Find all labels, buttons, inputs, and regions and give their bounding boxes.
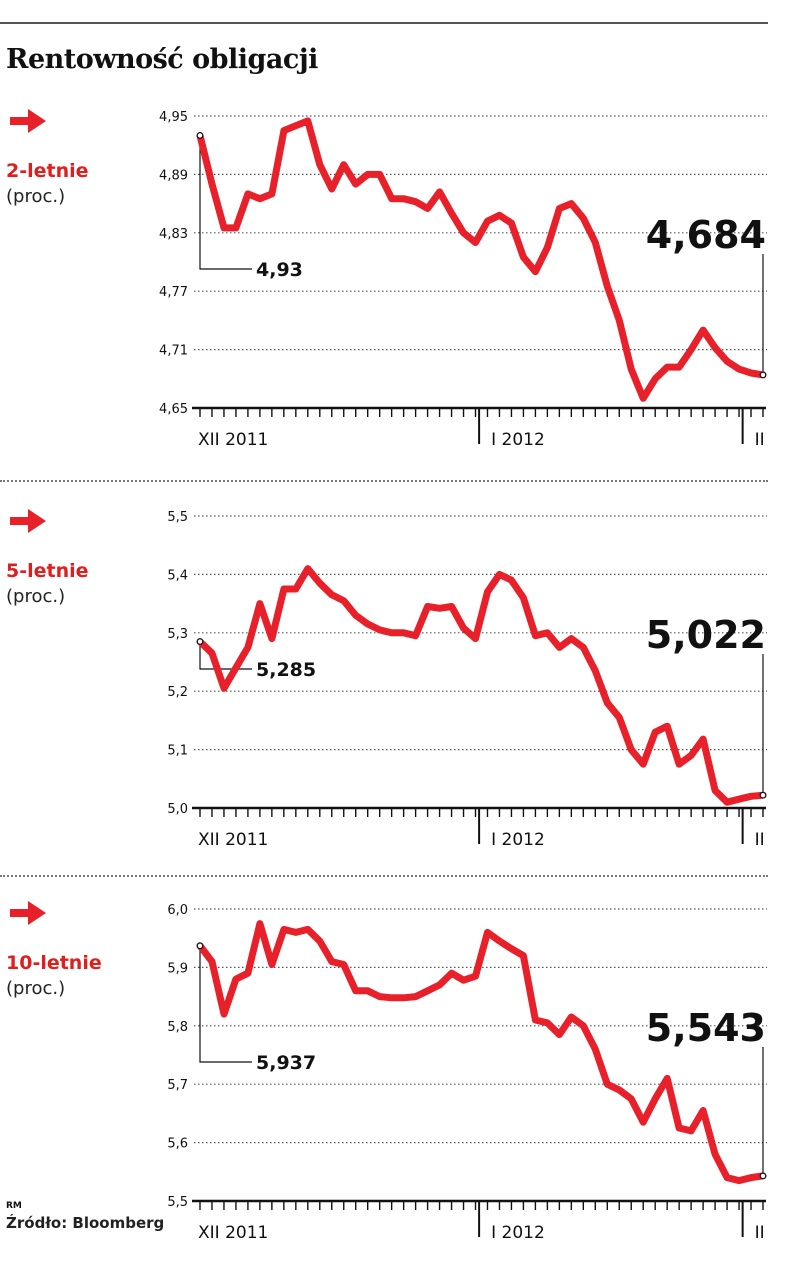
end-value-label: 4,684 <box>646 213 766 257</box>
y-tick-label: 5,2 <box>167 685 188 700</box>
end-value-label: 5,543 <box>646 1006 766 1050</box>
start-point <box>196 132 204 139</box>
arrow-right-icon <box>10 509 46 533</box>
y-tick-label: 4,83 <box>159 227 188 242</box>
y-tick-label: 5,3 <box>167 627 188 642</box>
panel-separator <box>0 875 768 877</box>
month-label: II <box>755 1223 765 1243</box>
end-point <box>759 791 767 799</box>
month-label: XII 2011 <box>198 1223 268 1243</box>
start-callout-line <box>199 135 252 270</box>
month-label: I 2012 <box>491 830 545 850</box>
start-point <box>196 638 204 645</box>
y-tick-label: 5,6 <box>167 1137 188 1152</box>
chart-2-letnie: 4,95 4,89 4,83 4,77 4,71 4,65 XII 2011 I 2012 II… <box>159 110 767 450</box>
panel-separator <box>0 480 768 482</box>
y-tick-label: 4,89 <box>159 168 188 183</box>
end-value-label: 5,022 <box>646 613 766 657</box>
y-tick-label: 4,65 <box>159 402 188 417</box>
y-tick-label: 4,77 <box>159 285 188 300</box>
y-tick-label: 6,0 <box>167 903 188 918</box>
y-tick-label: 5,9 <box>167 961 188 976</box>
y-tick-label: 4,95 <box>159 110 188 125</box>
y-tick-label: 5,5 <box>167 1195 188 1210</box>
y-tick-label: 4,71 <box>159 344 188 359</box>
series-unit-2y: (proc.) <box>6 186 66 207</box>
series-unit-5y: (proc.) <box>6 586 66 607</box>
author-initials: RM <box>6 1201 22 1211</box>
top-rule <box>0 22 768 24</box>
series-name-5y: 5-letnie <box>6 560 89 582</box>
chart-10-letnie: 6,0 5,9 5,8 5,7 5,6 5,5 XII 2011 I 2012 II 5,937 5… <box>167 903 767 1243</box>
y-tick-label: 5,7 <box>167 1078 188 1093</box>
series-unit-10y: (proc.) <box>6 978 66 999</box>
series-name-2y: 2-letnie <box>6 160 89 182</box>
y-tick-label: 5,8 <box>167 1020 188 1035</box>
arrow-right-icon <box>10 109 46 133</box>
month-label: II <box>755 430 765 450</box>
series-line <box>196 920 767 1185</box>
start-value-label: 5,937 <box>256 1052 316 1074</box>
series-line <box>196 117 767 402</box>
start-value-label: 4,93 <box>256 259 303 281</box>
arrow-right-icon <box>10 901 46 925</box>
start-value-label: 5,285 <box>256 659 316 681</box>
month-label: XII 2011 <box>198 430 268 450</box>
y-tick-label: 5,0 <box>167 802 188 817</box>
end-point <box>759 1172 767 1180</box>
page-title: Rentowność obligacji <box>6 44 318 75</box>
chart-5-letnie: 5,5 5,4 5,3 5,2 5,1 5,0 XII 2011 I 2012 II 5,285 5… <box>167 510 767 850</box>
month-label: II <box>755 830 765 850</box>
month-label: I 2012 <box>491 1223 545 1243</box>
y-tick-label: 5,1 <box>167 744 188 759</box>
y-tick-label: 5,4 <box>167 568 188 583</box>
month-label: I 2012 <box>491 430 545 450</box>
month-label: XII 2011 <box>198 830 268 850</box>
start-point <box>196 942 204 950</box>
end-point <box>759 371 767 379</box>
start-callout-line <box>199 945 252 1063</box>
y-tick-label: 5,5 <box>167 510 188 525</box>
series-name-10y: 10-letnie <box>6 952 102 974</box>
source-note: Źródło: Bloomberg <box>6 1214 165 1232</box>
series-line <box>196 565 767 806</box>
